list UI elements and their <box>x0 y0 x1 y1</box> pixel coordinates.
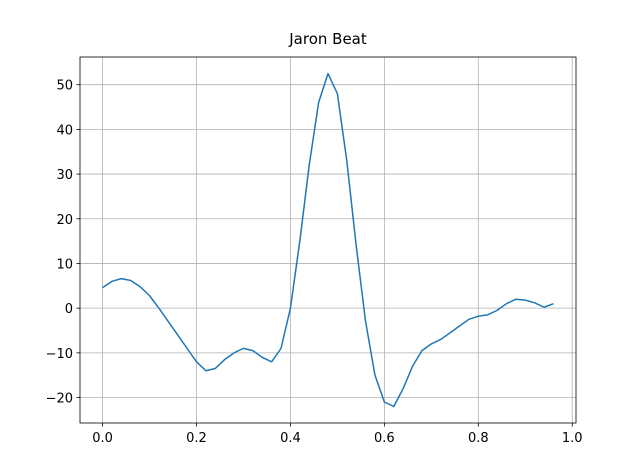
y-tick-label: −20 <box>46 392 73 407</box>
y-tick-label: 20 <box>56 213 73 228</box>
x-tick-label: 0.6 <box>374 431 395 446</box>
y-tick-label: −10 <box>46 347 73 362</box>
x-tick-label: 1.0 <box>562 431 583 446</box>
y-tick-label: 0 <box>65 302 73 317</box>
x-tick-label: 0.0 <box>92 431 113 446</box>
y-tick-label: 50 <box>56 79 73 94</box>
y-tick-label: 30 <box>56 168 73 183</box>
y-tick-label: 10 <box>56 257 73 272</box>
x-tick-label: 0.4 <box>280 431 301 446</box>
x-tick-label: 0.2 <box>186 431 207 446</box>
x-tick-label: 0.8 <box>468 431 489 446</box>
y-tick-label: 40 <box>56 123 73 138</box>
line-series <box>102 72 554 408</box>
axes-frame <box>79 56 577 424</box>
chart-title: Jaron Beat <box>288 30 367 48</box>
